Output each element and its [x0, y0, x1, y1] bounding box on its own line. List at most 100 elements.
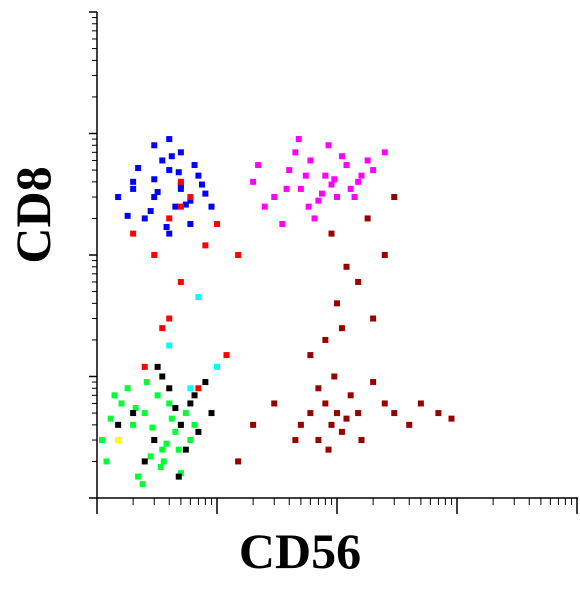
point — [370, 167, 377, 174]
point — [166, 342, 173, 349]
point — [406, 421, 413, 428]
point — [358, 172, 365, 179]
point — [328, 230, 335, 237]
point — [292, 437, 299, 444]
point — [370, 379, 377, 386]
point — [261, 203, 268, 210]
point — [124, 385, 131, 392]
point — [151, 176, 158, 183]
point — [151, 194, 158, 201]
point — [159, 373, 166, 380]
point — [331, 176, 338, 183]
point — [172, 203, 179, 210]
point — [182, 446, 189, 453]
point — [175, 473, 182, 480]
point — [130, 185, 137, 192]
point — [364, 215, 371, 222]
point — [347, 392, 354, 399]
point — [139, 481, 146, 488]
point — [141, 363, 148, 370]
point — [141, 458, 148, 465]
point — [132, 405, 139, 412]
point — [351, 194, 358, 201]
point — [364, 157, 371, 164]
point — [338, 325, 345, 332]
point — [159, 157, 166, 164]
point — [168, 415, 175, 422]
point — [305, 203, 312, 210]
point — [235, 252, 242, 258]
point — [168, 153, 175, 160]
point — [331, 373, 338, 380]
point — [202, 379, 209, 386]
point — [334, 194, 340, 201]
point — [166, 136, 173, 143]
point — [166, 230, 173, 237]
point — [195, 172, 202, 179]
point — [130, 410, 137, 417]
point — [175, 169, 182, 176]
point — [307, 352, 314, 359]
point — [343, 263, 350, 270]
point — [154, 363, 161, 370]
point — [381, 149, 388, 156]
point — [297, 421, 304, 428]
point — [191, 392, 198, 399]
point — [295, 136, 302, 143]
point — [325, 142, 332, 149]
point — [175, 446, 182, 453]
point — [208, 203, 215, 210]
point — [98, 437, 105, 444]
point — [115, 437, 122, 444]
point — [177, 470, 184, 477]
point — [315, 197, 322, 204]
point — [358, 437, 365, 444]
point — [177, 178, 184, 185]
point — [177, 278, 184, 285]
point — [328, 421, 335, 428]
point — [347, 185, 354, 192]
point — [163, 224, 170, 231]
point — [297, 185, 304, 192]
point — [107, 415, 114, 422]
point — [370, 315, 377, 322]
point — [195, 385, 202, 392]
point — [307, 157, 314, 164]
point — [338, 428, 345, 435]
point — [307, 410, 314, 417]
point — [143, 379, 150, 386]
x-axis-title: CD56 — [239, 523, 361, 579]
point — [334, 410, 340, 417]
point — [157, 463, 164, 470]
point — [343, 162, 350, 169]
point — [325, 446, 332, 453]
point — [182, 410, 189, 417]
point — [187, 197, 194, 204]
point — [315, 385, 322, 392]
point — [177, 185, 184, 192]
point — [195, 294, 202, 301]
point — [195, 428, 202, 435]
point — [334, 300, 340, 307]
point — [141, 215, 148, 222]
point — [381, 252, 388, 258]
point — [166, 385, 173, 392]
point — [159, 446, 166, 453]
point — [187, 220, 194, 227]
point — [302, 172, 309, 179]
point — [250, 421, 257, 428]
y-axis-title: CD8 — [5, 166, 61, 263]
point — [279, 220, 286, 227]
point — [115, 421, 122, 428]
point — [135, 473, 142, 480]
point — [124, 212, 131, 219]
point — [255, 162, 262, 169]
point — [111, 392, 118, 399]
point — [187, 194, 194, 201]
point — [141, 410, 148, 417]
point — [271, 194, 278, 201]
point — [199, 181, 206, 188]
point — [391, 194, 398, 201]
point — [322, 336, 329, 343]
point — [163, 440, 170, 447]
